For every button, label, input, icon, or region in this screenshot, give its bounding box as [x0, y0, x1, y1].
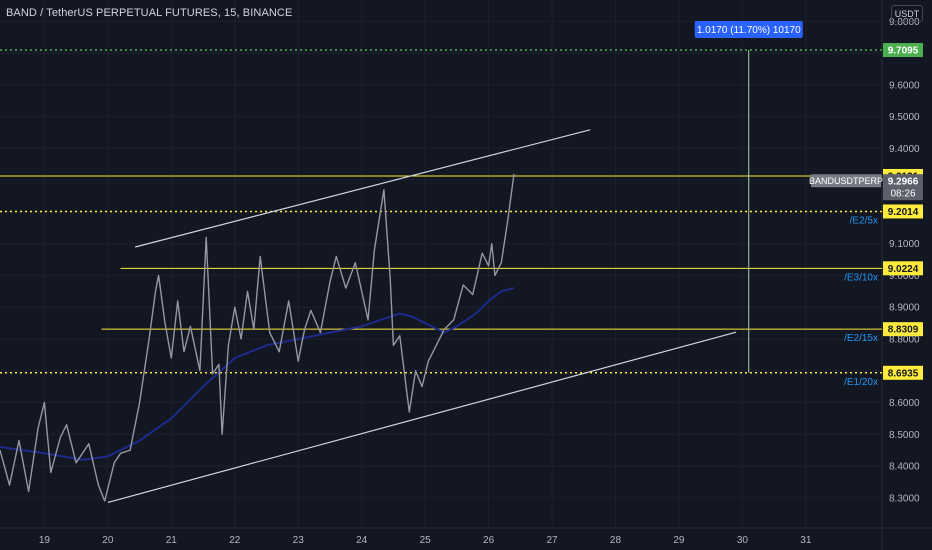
- price-axis-labels: 9.31319.02248.83099.20148.69359.7095BAND…: [809, 43, 923, 380]
- price-tick-3: 9.5000: [889, 112, 920, 123]
- price-series-path: [0, 173, 515, 502]
- tp-label-1: /E3/10x: [844, 272, 878, 283]
- level-label-box-5: [883, 43, 923, 58]
- tp-label-2: /E2/15x: [844, 333, 878, 344]
- tp-labels: /E2/5x/E3/10x/E2/15x/E1/20x: [844, 216, 878, 388]
- horizontal-grid: [0, 20, 882, 499]
- time-tick-9: 28: [610, 535, 622, 546]
- time-tick-6: 25: [420, 535, 432, 546]
- price-tick-7: 9.1000: [889, 239, 920, 250]
- moving-average-line: [0, 287, 515, 461]
- measure-label-text: 1.0170 (11.70%) 10170: [697, 25, 801, 36]
- time-axis-ticks: 19 20 21 22 23 24 25 26 27 28 29 30 31: [39, 535, 812, 546]
- moving-average-path: [0, 287, 515, 461]
- level-label-2: 8.8309: [888, 325, 919, 336]
- channel-lines[interactable]: [107, 129, 737, 504]
- price-tick-2: 9.6000: [889, 80, 920, 91]
- measure-label-box: [694, 21, 803, 39]
- time-tick-11: 30: [737, 535, 749, 546]
- countdown-label: 08:26: [890, 189, 915, 200]
- level-label-box-3: [883, 204, 923, 219]
- time-tick-12: 31: [800, 535, 812, 546]
- time-tick-0: 19: [39, 535, 51, 546]
- level-label-box-4: [883, 365, 923, 380]
- level-lines[interactable]: [0, 49, 882, 374]
- currency-button[interactable]: USDT: [891, 5, 923, 22]
- price-tick-12: 8.6000: [889, 398, 920, 409]
- level-label-5: 9.7095: [888, 46, 919, 57]
- time-tick-7: 26: [483, 535, 495, 546]
- time-tick-10: 29: [673, 535, 685, 546]
- level-label-box-2: [883, 322, 923, 337]
- vertical-grid: [43, 0, 807, 528]
- level-label-box-1: [883, 261, 923, 276]
- level-label-1: 9.0224: [888, 264, 919, 275]
- channel-line-0: [135, 129, 591, 248]
- measure-tool[interactable]: 1.0170 (11.70%) 10170: [694, 21, 803, 373]
- price-tick-8: 9.0000: [889, 271, 920, 282]
- price-tick-9: 8.9000: [889, 303, 920, 314]
- symbol-title[interactable]: BAND / TetherUS PERPETUAL FUTURES, 15, B…: [6, 7, 293, 19]
- price-tick-14: 8.4000: [889, 462, 920, 473]
- time-tick-1: 20: [102, 535, 114, 546]
- tp-label-3: /E1/20x: [844, 377, 878, 388]
- time-tick-4: 23: [293, 535, 305, 546]
- price-tick-10: 8.8000: [889, 334, 920, 345]
- last-price-box: [883, 174, 923, 201]
- time-tick-3: 22: [229, 535, 241, 546]
- time-tick-5: 24: [356, 535, 368, 546]
- price-tick-13: 8.5000: [889, 430, 920, 441]
- last-price-label: 9.2966: [888, 177, 919, 188]
- channel-line-1: [107, 331, 737, 504]
- level-label-4: 8.6935: [888, 368, 919, 379]
- price-tick-0: 9.8000: [889, 17, 920, 28]
- tp-label-0: /E2/5x: [850, 216, 878, 227]
- price-series-line: [0, 173, 515, 502]
- price-tick-4: 9.4000: [889, 144, 920, 155]
- time-tick-2: 21: [166, 535, 178, 546]
- price-tick-15: 8.3000: [889, 493, 920, 504]
- level-label-3: 9.2014: [888, 207, 919, 218]
- symbol-label-box: [811, 174, 881, 188]
- time-tick-8: 27: [546, 535, 558, 546]
- symbol-label: BANDUSDTPERP: [809, 176, 883, 186]
